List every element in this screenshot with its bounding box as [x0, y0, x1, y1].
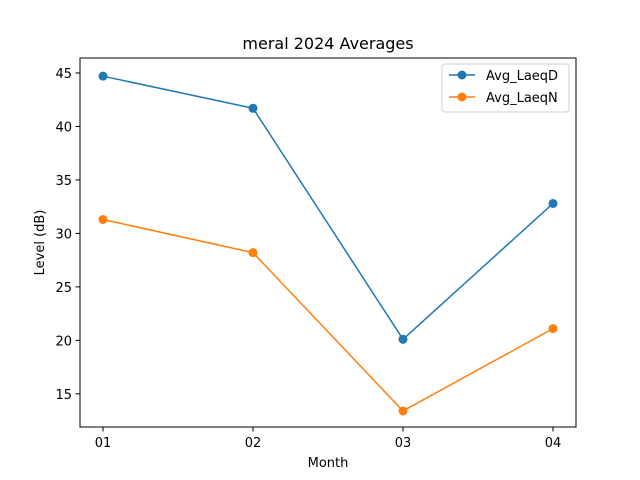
- data-point-avg-laeqn: [248, 248, 258, 258]
- y-tick-label: 15: [55, 388, 72, 403]
- data-point-avg-laeqn: [98, 215, 108, 225]
- y-tick-label: 40: [55, 120, 72, 135]
- data-point-avg-laeqd: [98, 71, 108, 81]
- y-tick-label: 30: [55, 227, 72, 242]
- plot-area-frame: [79, 57, 577, 428]
- legend-box: [441, 63, 570, 113]
- legend-marker-avg-laeqn: [457, 92, 467, 102]
- data-point-avg-laeqn: [548, 324, 558, 334]
- y-axis-label: Level (dB): [33, 210, 48, 276]
- data-point-avg-laeqd: [398, 334, 408, 344]
- data-point-avg-laeqd: [548, 198, 558, 208]
- y-tick-label: 20: [55, 334, 72, 349]
- series-avg-laeqd: [98, 71, 558, 344]
- y-tick-label: 35: [55, 174, 72, 189]
- y-tick-label: 45: [55, 67, 72, 82]
- legend: Avg_LaeqD Avg_LaeqN: [441, 63, 570, 113]
- axes-layer: 01 02 03 04 15 20 25 30 35 40 45: [55, 67, 561, 451]
- y-tick-label: 25: [55, 281, 72, 296]
- x-tick-label: 03: [395, 436, 412, 451]
- x-tick-label: 02: [245, 436, 262, 451]
- data-point-avg-laeqd: [248, 103, 258, 113]
- x-axis-label: Month: [308, 456, 349, 471]
- legend-label-avg-laeqn: Avg_LaeqN: [486, 91, 558, 106]
- series-line-avg-laeqd: [102, 75, 554, 341]
- x-tick-label: 04: [545, 436, 562, 451]
- x-tick-label: 01: [95, 436, 112, 451]
- series-avg-laeqn: [98, 215, 558, 416]
- legend-label-avg-laeqd: Avg_LaeqD: [486, 69, 558, 84]
- series-line-avg-laeqn: [102, 218, 554, 412]
- data-point-avg-laeqn: [398, 406, 408, 416]
- chart-title: meral 2024 Averages: [242, 34, 413, 53]
- legend-marker-avg-laeqd: [457, 70, 467, 80]
- series-layer: [98, 71, 558, 416]
